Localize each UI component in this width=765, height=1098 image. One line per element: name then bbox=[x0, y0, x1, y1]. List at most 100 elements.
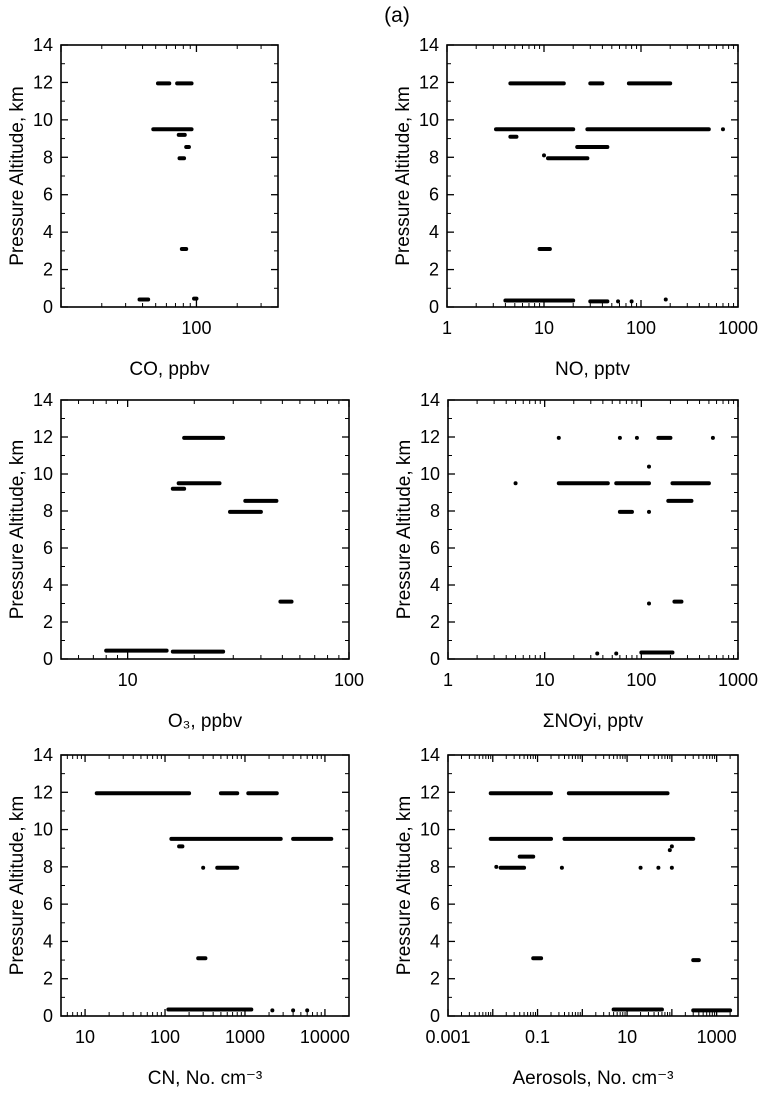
data-point bbox=[720, 127, 725, 132]
y-tick-label: 8 bbox=[43, 501, 53, 521]
y-axis-label: Pressure Altitude, km bbox=[394, 796, 415, 976]
chart-panel-6: 0 2 4 6 8 10 12 14 0.001 0.1 10 1000 Pressure Altitu… bbox=[394, 745, 739, 1089]
y-tick-label: 4 bbox=[430, 931, 440, 951]
data-point bbox=[646, 509, 651, 514]
y-tick-label: 2 bbox=[429, 260, 439, 280]
y-tick-label: 14 bbox=[33, 35, 53, 55]
x-tick-label: 100 bbox=[334, 670, 364, 690]
x-tick-label: 1 bbox=[442, 318, 452, 338]
x-tick-label: 0.001 bbox=[425, 1027, 470, 1047]
y-tick-label: 14 bbox=[420, 745, 440, 765]
data-point bbox=[629, 299, 634, 304]
y-tick-label: 6 bbox=[430, 538, 440, 558]
y-tick-label: 10 bbox=[419, 110, 439, 130]
y-tick-label: 8 bbox=[43, 147, 53, 167]
y-tick-label: 6 bbox=[430, 894, 440, 914]
x-tick-label: 1000 bbox=[225, 1027, 265, 1047]
y-tick-label: 0 bbox=[43, 649, 53, 669]
data-point bbox=[646, 601, 651, 606]
y-tick-label: 8 bbox=[43, 857, 53, 877]
y-tick-label: 0 bbox=[430, 649, 440, 669]
y-tick-label: 10 bbox=[420, 820, 440, 840]
data-point bbox=[646, 464, 651, 469]
y-tick-label: 6 bbox=[43, 185, 53, 205]
y-tick-label: 2 bbox=[43, 612, 53, 632]
y-tick-label: 2 bbox=[430, 612, 440, 632]
data-point bbox=[667, 848, 672, 853]
data-point bbox=[634, 435, 639, 440]
data-point bbox=[614, 651, 619, 656]
data-point bbox=[556, 435, 561, 440]
x-tick-label: 100 bbox=[626, 318, 656, 338]
x-tick-label: 1000 bbox=[718, 318, 758, 338]
chart-panel-1: 0 2 4 6 8 10 12 14 100 Pressure Altitude, km CO, p… bbox=[7, 35, 279, 380]
y-tick-label: 12 bbox=[33, 427, 53, 447]
y-axis-label: Pressure Altitude, km bbox=[393, 86, 414, 266]
y-tick-label: 10 bbox=[420, 464, 440, 484]
y-tick-label: 0 bbox=[430, 1006, 440, 1026]
x-tick-label: 100 bbox=[626, 670, 656, 690]
x-tick-label: 10 bbox=[534, 318, 554, 338]
data-point bbox=[710, 435, 715, 440]
data-point bbox=[617, 435, 622, 440]
y-tick-label: 6 bbox=[429, 185, 439, 205]
chart-panel-4: 0 2 4 6 8 10 12 14 1 10 100 1000 Pressure Altitude, … bbox=[394, 390, 758, 732]
y-tick-label: 12 bbox=[420, 427, 440, 447]
x-tick-label: 10000 bbox=[300, 1027, 350, 1047]
data-point bbox=[616, 299, 621, 304]
y-tick-label: 12 bbox=[33, 72, 53, 92]
y-axis-label: Pressure Altitude, km bbox=[394, 440, 415, 620]
y-tick-label: 12 bbox=[33, 782, 53, 802]
x-tick-label: 10 bbox=[75, 1027, 95, 1047]
y-tick-label: 8 bbox=[429, 147, 439, 167]
y-tick-label: 2 bbox=[430, 969, 440, 989]
data-point bbox=[559, 865, 564, 870]
y-tick-label: 4 bbox=[43, 222, 53, 242]
y-tick-label: 14 bbox=[420, 390, 440, 410]
x-tick-label: 10 bbox=[617, 1027, 637, 1047]
chart-panel-3: 0 2 4 6 8 10 12 14 10 100 Pressure Altitude, km O₃,… bbox=[7, 390, 364, 732]
x-tick-label: 0.1 bbox=[525, 1027, 550, 1047]
y-tick-label: 14 bbox=[33, 390, 53, 410]
x-axis-label: Aerosols, No. cm⁻³ bbox=[512, 1068, 673, 1089]
x-axis-label: CN, No. cm⁻³ bbox=[148, 1068, 263, 1089]
x-tick-label: 1 bbox=[443, 670, 453, 690]
y-tick-label: 4 bbox=[429, 222, 439, 242]
y-tick-label: 4 bbox=[43, 931, 53, 951]
y-tick-label: 12 bbox=[420, 782, 440, 802]
y-axis-label: Pressure Altitude, km bbox=[7, 440, 28, 620]
data-point bbox=[270, 1008, 275, 1013]
x-tick-label: 100 bbox=[181, 318, 211, 338]
y-tick-label: 4 bbox=[43, 575, 53, 595]
x-axis-label: CO, ppbv bbox=[129, 359, 210, 380]
y-tick-label: 10 bbox=[33, 110, 53, 130]
data-point bbox=[291, 1008, 296, 1013]
y-tick-label: 0 bbox=[43, 297, 53, 317]
y-tick-label: 0 bbox=[43, 1006, 53, 1026]
chart-panel-2: 0 2 4 6 8 10 12 14 1 10 100 1000 Pressure Altitude, … bbox=[393, 35, 758, 380]
y-tick-label: 10 bbox=[33, 820, 53, 840]
x-tick-label: 1000 bbox=[697, 1027, 737, 1047]
data-point bbox=[638, 865, 643, 870]
y-tick-label: 4 bbox=[430, 575, 440, 595]
data-point bbox=[669, 844, 674, 849]
y-tick-label: 8 bbox=[430, 501, 440, 521]
x-tick-label: 100 bbox=[150, 1027, 180, 1047]
y-axis-label: Pressure Altitude, km bbox=[7, 86, 28, 266]
y-tick-label: 0 bbox=[429, 297, 439, 317]
x-tick-label: 10 bbox=[535, 670, 555, 690]
x-axis-label: ΣNOyi, pptv bbox=[543, 711, 644, 732]
y-tick-label: 2 bbox=[43, 260, 53, 280]
data-point bbox=[542, 153, 546, 158]
y-tick-label: 14 bbox=[33, 745, 53, 765]
y-tick-label: 6 bbox=[43, 894, 53, 914]
data-point bbox=[669, 865, 674, 870]
y-tick-label: 10 bbox=[33, 464, 53, 484]
data-point bbox=[513, 481, 518, 486]
data-point bbox=[494, 864, 499, 869]
x-axis-label: NO, pptv bbox=[555, 359, 630, 380]
data-point bbox=[595, 651, 600, 656]
data-point bbox=[201, 865, 206, 870]
